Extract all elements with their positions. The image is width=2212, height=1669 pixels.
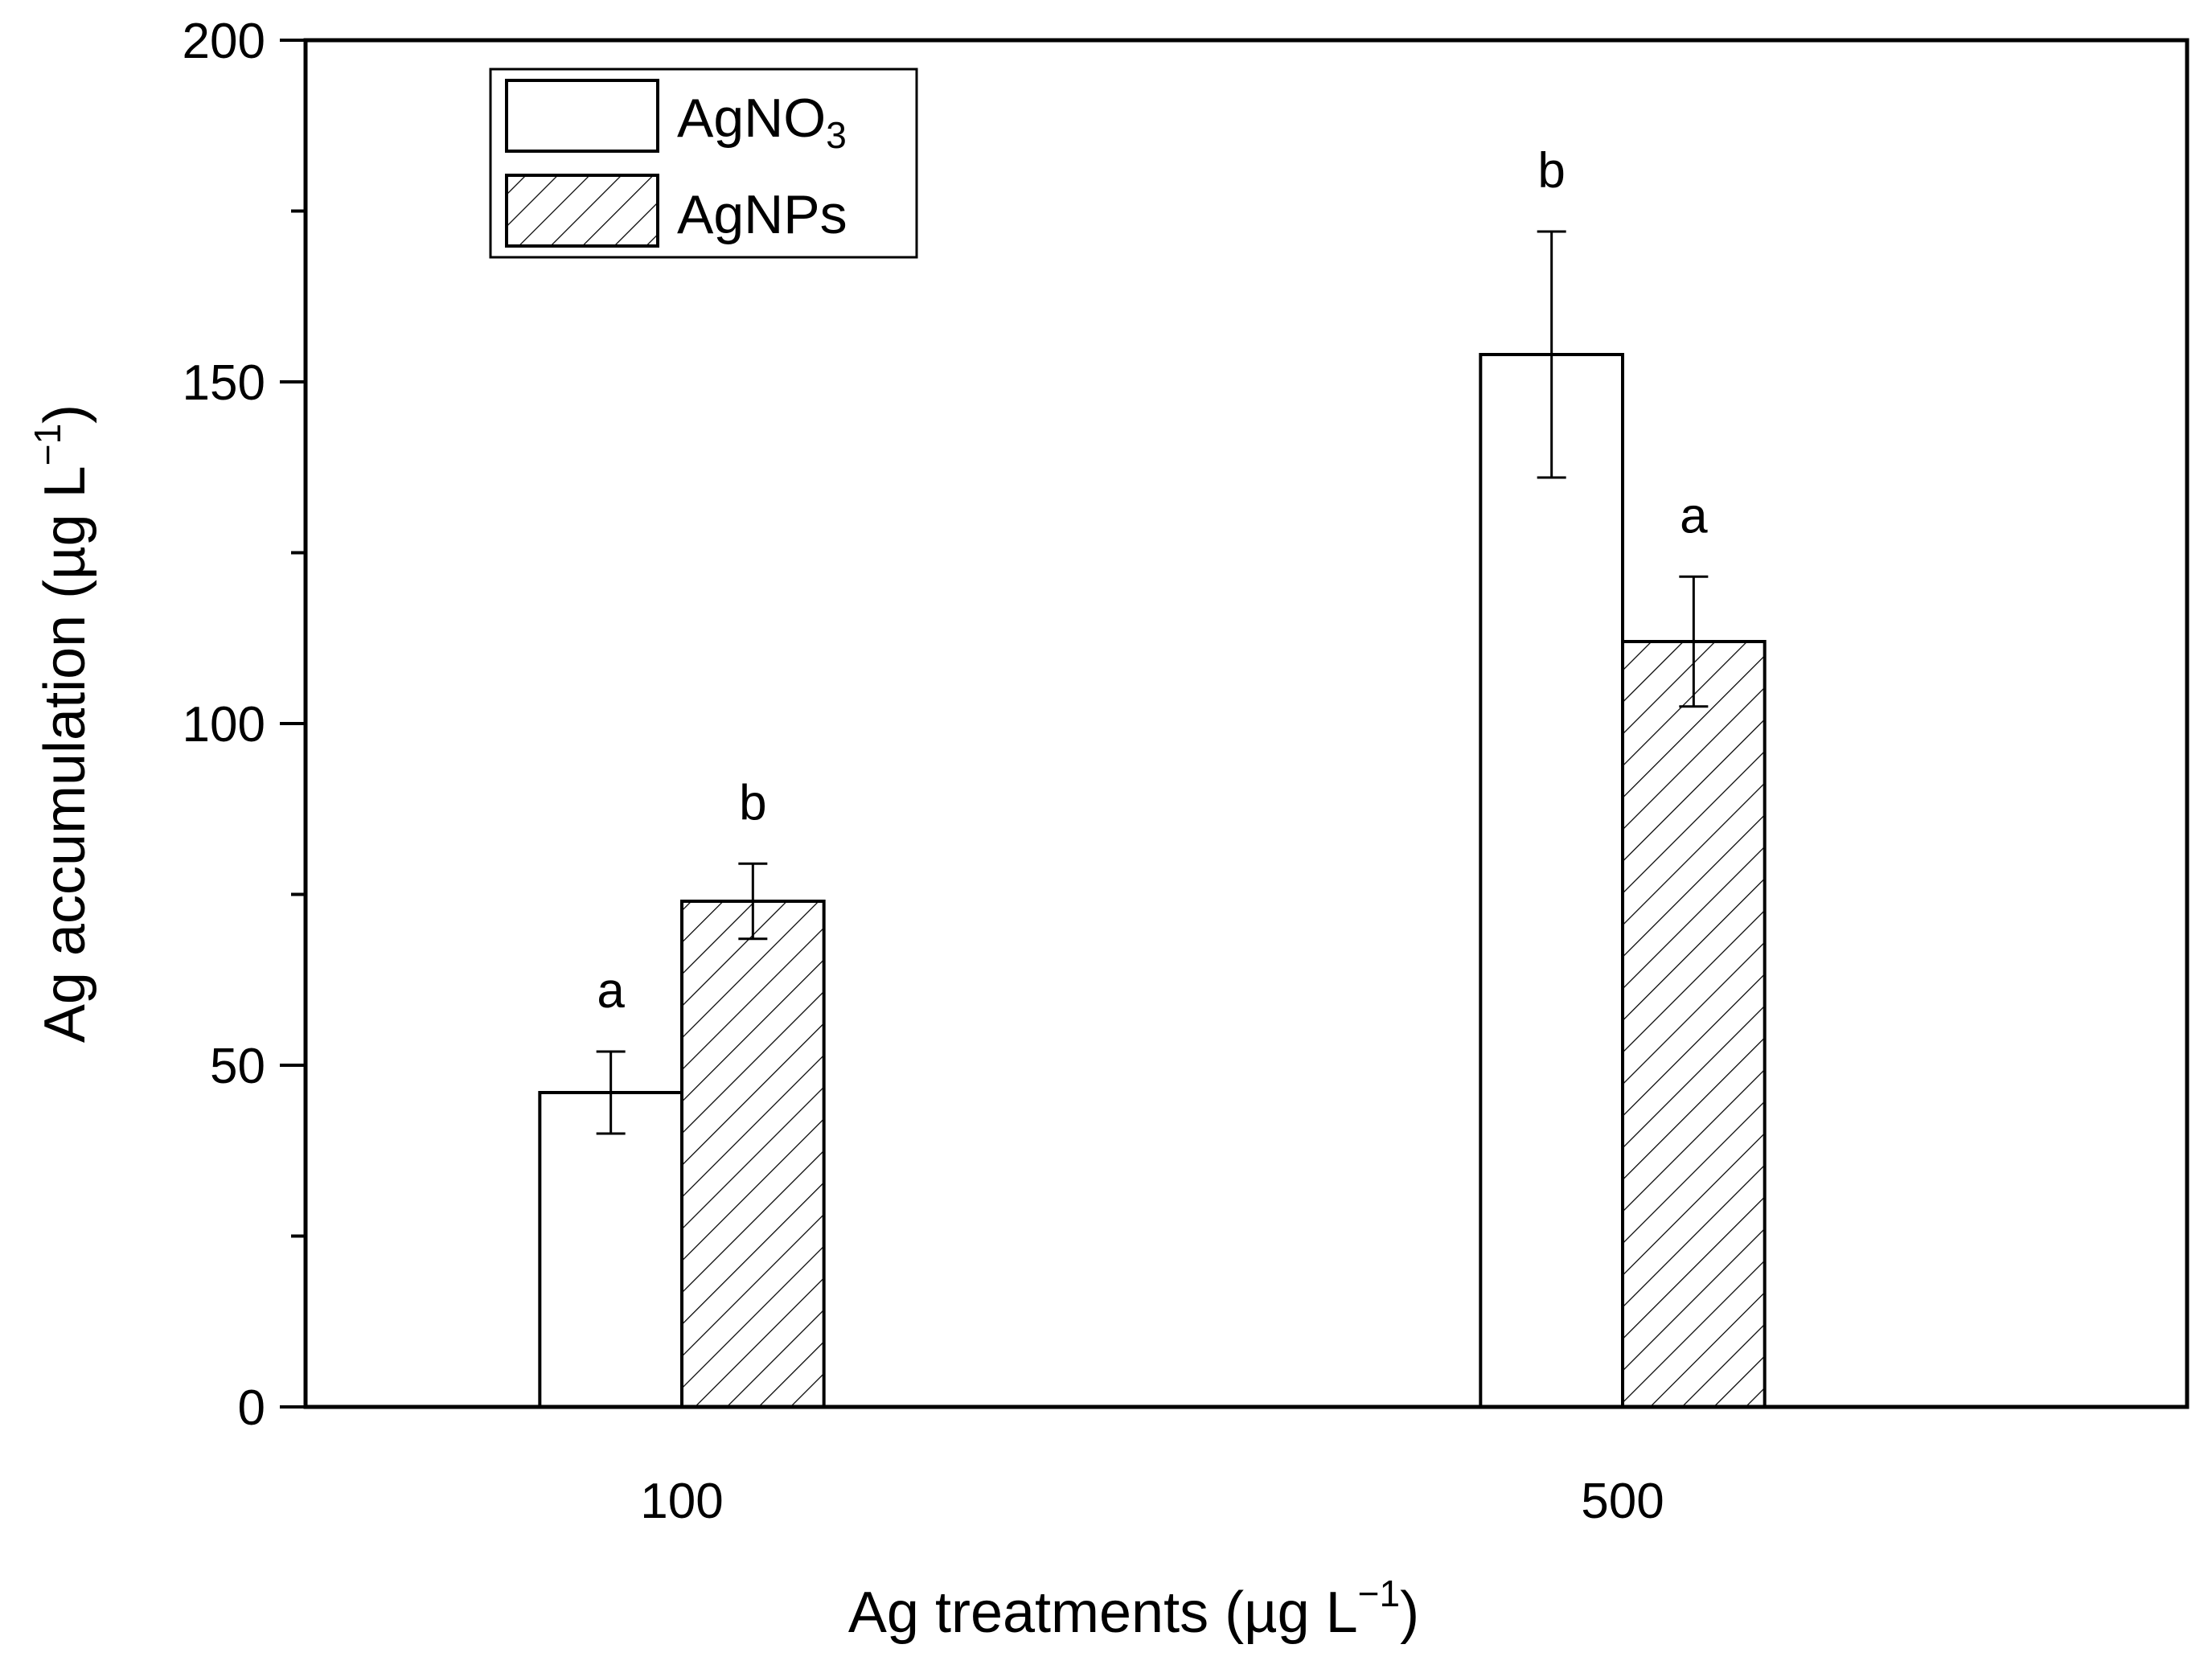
error-bars-group xyxy=(596,230,1709,1135)
y-ticks-group: 0 50 100 150 200 xyxy=(183,14,306,1436)
y-axis-label-superscript: −1 xyxy=(27,424,68,465)
legend-swatch-agnps xyxy=(505,174,659,248)
x-axis-label: Ag treatments (µg L−1) xyxy=(848,1573,1419,1645)
bar-agno3-100 xyxy=(538,1091,684,1409)
x-axis-label-text: Ag treatments (µg L xyxy=(848,1581,1358,1645)
x-tick-label: 500 xyxy=(1581,1474,1664,1529)
x-axis-label-close: ) xyxy=(1400,1581,1419,1645)
legend-label-agno3-text: AgNO xyxy=(677,88,826,149)
significance-letter: b xyxy=(739,775,766,830)
legend-label-agno3: AgNO3 xyxy=(677,88,847,156)
bar-agnps-100 xyxy=(680,900,826,1409)
legend-label-agnps: AgNPs xyxy=(677,184,847,245)
y-tick-label: 0 xyxy=(238,1380,265,1436)
x-axis-label-superscript: −1 xyxy=(1358,1573,1400,1614)
legend: AgNO3 AgNPs xyxy=(489,68,918,259)
significance-letter: b xyxy=(1537,143,1565,199)
y-axis-label-close: ) xyxy=(33,404,97,424)
significance-letters-group: a b b a xyxy=(597,143,1708,1019)
significance-letter: a xyxy=(1680,488,1708,543)
legend-label-agno3-subscript: 3 xyxy=(826,114,847,156)
x-tick-label: 100 xyxy=(640,1474,723,1529)
y-tick-label: 150 xyxy=(183,355,265,411)
significance-letter: a xyxy=(597,963,625,1019)
y-tick-label: 100 xyxy=(183,697,265,752)
bar-agnps-500 xyxy=(1621,640,1767,1409)
y-tick-label: 200 xyxy=(183,14,265,69)
x-ticks-group: 100 500 xyxy=(640,1474,1664,1529)
y-tick-label: 50 xyxy=(210,1039,265,1094)
y-axis-label-text: Ag accumulation (µg L xyxy=(33,465,97,1043)
bar-agno3-500 xyxy=(1479,353,1624,1409)
y-axis-label: Ag accumulation (µg L−1) xyxy=(27,404,97,1043)
legend-swatch-agno3 xyxy=(505,79,659,153)
